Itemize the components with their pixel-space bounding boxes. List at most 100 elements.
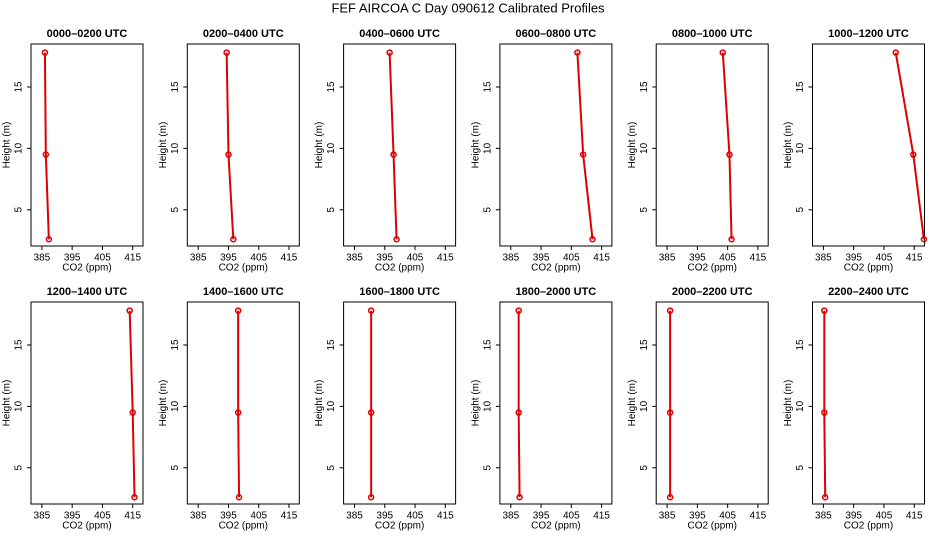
x-tick-label: 385 xyxy=(502,253,519,264)
y-tick-label: 15 xyxy=(326,81,337,93)
x-tick-label: 395 xyxy=(845,253,862,264)
y-tick-label: 15 xyxy=(639,81,650,93)
x-tick-label: 415 xyxy=(593,253,610,264)
x-tick-label: 395 xyxy=(533,511,550,522)
x-tick-label: 395 xyxy=(220,253,237,264)
profile-line xyxy=(237,310,241,498)
x-tick-label: 415 xyxy=(437,253,454,264)
x-tick-label: 395 xyxy=(689,253,706,264)
profile-point xyxy=(892,49,899,56)
panel-title: 0400–0600 UTC xyxy=(359,28,440,40)
profile-line xyxy=(225,52,235,240)
panel-title: 1400–1600 UTC xyxy=(203,286,284,298)
x-tick-label: 395 xyxy=(376,511,393,522)
x-tick-label: 395 xyxy=(689,511,706,522)
panel-title: 0800–1000 UTC xyxy=(672,28,753,40)
profile-point xyxy=(367,493,375,501)
profile-point xyxy=(41,49,49,56)
profile-point xyxy=(516,493,523,501)
y-tick-label: 10 xyxy=(795,400,806,412)
x-tick-label: 415 xyxy=(906,511,923,522)
y-axis-label: Height (m) xyxy=(471,122,482,169)
x-tick-label: 405 xyxy=(563,511,580,522)
profile-point xyxy=(234,409,242,416)
y-tick-label: 15 xyxy=(483,339,494,351)
profile-line xyxy=(894,52,925,240)
y-tick-label: 5 xyxy=(170,465,181,471)
y-tick-label: 5 xyxy=(14,465,25,471)
profile-point xyxy=(666,409,674,416)
y-tick-label: 10 xyxy=(170,400,181,412)
y-tick-label: 10 xyxy=(170,142,181,154)
profile-point xyxy=(589,235,596,243)
y-tick-label: 15 xyxy=(639,339,650,351)
profile-point xyxy=(910,151,917,158)
profile-point xyxy=(726,151,733,158)
y-axis-label: Height (m) xyxy=(627,380,638,427)
x-tick-label: 385 xyxy=(346,511,363,522)
y-tick-label: 15 xyxy=(326,339,337,351)
panel-title: 1200–1400 UTC xyxy=(47,286,128,298)
x-tick-label: 395 xyxy=(64,253,81,264)
y-tick-label: 10 xyxy=(326,142,337,154)
x-tick-label: 415 xyxy=(281,511,298,522)
x-axis-label: CO2 (ppm) xyxy=(375,263,424,274)
y-tick-label: 5 xyxy=(795,465,806,471)
panel-title: 1800–2000 UTC xyxy=(516,286,597,298)
profile-point xyxy=(367,307,375,314)
x-tick-label: 415 xyxy=(750,511,767,522)
profile-line xyxy=(128,310,136,498)
x-tick-label: 405 xyxy=(719,253,736,264)
y-tick-label: 15 xyxy=(795,81,806,93)
plot-frame xyxy=(499,301,613,505)
y-axis-label: Height (m) xyxy=(314,122,325,169)
profile-point xyxy=(367,409,375,416)
y-axis-label: Height (m) xyxy=(158,122,169,169)
panel-title: 2200–2400 UTC xyxy=(828,286,909,298)
profile-point xyxy=(126,307,133,314)
x-tick-label: 385 xyxy=(659,511,676,522)
y-tick-label: 10 xyxy=(326,400,337,412)
y-tick-label: 5 xyxy=(14,207,25,213)
panel-title: 1600–1800 UTC xyxy=(359,286,440,298)
profile-point xyxy=(821,409,828,416)
page-title: FEF AIRCOA C Day 090612 Calibrated Profi… xyxy=(331,0,605,15)
y-tick-label: 15 xyxy=(795,339,806,351)
profile-point xyxy=(386,49,393,56)
x-tick-label: 385 xyxy=(659,253,676,264)
y-axis-label: Height (m) xyxy=(471,380,482,427)
profile-point xyxy=(666,307,674,314)
x-tick-label: 415 xyxy=(906,253,923,264)
profile-point xyxy=(821,307,828,314)
profile-point xyxy=(515,409,522,416)
x-tick-label: 405 xyxy=(719,511,736,522)
profile-line xyxy=(823,310,827,498)
x-tick-label: 405 xyxy=(407,511,424,522)
x-axis-label: CO2 (ppm) xyxy=(219,521,268,532)
x-tick-label: 405 xyxy=(94,511,111,522)
y-tick-label: 10 xyxy=(795,142,806,154)
y-tick-label: 15 xyxy=(14,339,25,351)
x-axis-label: CO2 (ppm) xyxy=(844,263,893,274)
y-tick-label: 5 xyxy=(326,207,337,213)
x-tick-label: 415 xyxy=(437,511,454,522)
x-axis-label: CO2 (ppm) xyxy=(687,521,736,532)
profile-point xyxy=(234,307,242,314)
profile-point xyxy=(579,151,587,158)
profile-line xyxy=(43,52,50,240)
y-tick-label: 10 xyxy=(639,142,650,154)
plot-frame xyxy=(343,301,457,505)
y-axis-label: Height (m) xyxy=(783,380,794,427)
y-tick-label: 10 xyxy=(483,142,494,154)
y-axis-label: Height (m) xyxy=(314,380,325,427)
y-tick-label: 5 xyxy=(795,207,806,213)
y-tick-label: 10 xyxy=(14,142,25,154)
x-axis-label: CO2 (ppm) xyxy=(62,521,111,532)
x-tick-label: 395 xyxy=(845,511,862,522)
y-tick-label: 5 xyxy=(483,207,494,213)
x-tick-label: 405 xyxy=(250,253,267,264)
panel-title: 2000–2200 UTC xyxy=(672,286,753,298)
y-tick-label: 15 xyxy=(14,81,25,93)
y-tick-label: 5 xyxy=(326,465,337,471)
y-tick-label: 5 xyxy=(170,207,181,213)
